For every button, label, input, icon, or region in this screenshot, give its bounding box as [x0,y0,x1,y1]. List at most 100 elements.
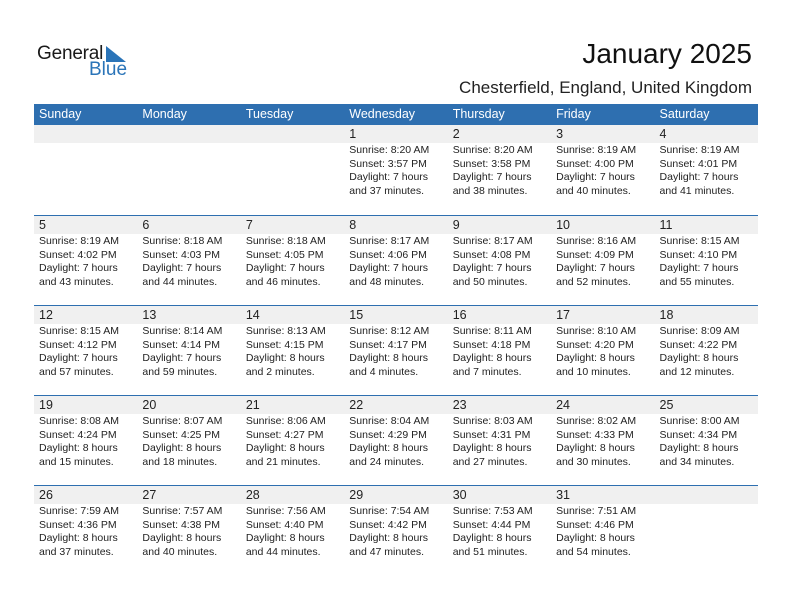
sunset-text: Sunset: 4:44 PM [452,518,531,531]
day-details: Sunrise: 8:03 AM Sunset: 4:31 PM Daylight:… [448,414,551,469]
day-details: Sunrise: 7:56 AM Sunset: 4:40 PM Daylight:… [241,504,344,559]
daylight-text: Daylight: 8 hours [659,352,739,364]
daylight-text: Daylight: 7 hours [39,352,118,364]
day-number: 20 [137,396,241,414]
sunrise-text: Sunrise: 8:20 AM [349,144,430,156]
daylight-text: Daylight: 7 hours [556,171,635,183]
sunrise-text: Sunrise: 8:12 AM [349,325,430,337]
weekday-header: Sunday Monday Tuesday Wednesday Thursday Frid… [34,104,758,125]
minutes-text: and 38 minutes. [452,184,528,197]
minutes-text: and 4 minutes. [349,365,419,378]
day-number: 22 [344,396,448,414]
sunset-text: Sunset: 4:00 PM [556,157,634,170]
day-number: 25 [654,396,758,414]
minutes-text: and 54 minutes. [556,545,631,558]
day-details: Sunrise: 7:57 AM Sunset: 4:38 PM Daylight:… [137,504,240,559]
empty-cell [34,125,138,215]
daylight-text: Daylight: 8 hours [245,442,325,454]
logo: General Blue [37,43,137,83]
day-details: Sunrise: 8:06 AM Sunset: 4:27 PM Daylight:… [241,414,344,469]
sunset-text: Sunset: 4:46 PM [556,518,634,531]
sunset-text: Sunset: 4:15 PM [245,338,324,351]
day-cell: 29 Sunrise: 7:54 AM Sunset: 4:42 PM Dayligh… [344,486,448,575]
sunrise-text: Sunrise: 8:17 AM [452,235,533,247]
sunset-text: Sunset: 4:38 PM [142,518,221,531]
minutes-text: and 2 minutes. [245,365,315,378]
day-number: 13 [137,306,241,324]
day-details: Sunrise: 7:53 AM Sunset: 4:44 PM Daylight:… [448,504,551,559]
weekday-wednesday: Wednesday [349,107,416,121]
sunrise-text: Sunrise: 8:00 AM [659,415,740,427]
day-details: Sunrise: 8:12 AM Sunset: 4:17 PM Daylight:… [344,324,447,379]
week-row: 26 Sunrise: 7:59 AM Sunset: 4:36 PM Dayligh… [34,485,758,575]
sunrise-text: Sunrise: 8:04 AM [349,415,430,427]
sunset-text: Sunset: 4:24 PM [39,428,117,441]
minutes-text: and 24 minutes. [349,455,424,468]
day-number: 9 [447,216,552,234]
day-details: Sunrise: 8:18 AM Sunset: 4:03 PM Daylight:… [137,234,240,289]
minutes-text: and 44 minutes. [245,545,321,558]
day-number: 5 [34,216,138,234]
weekday-friday: Friday [556,107,591,121]
day-cell: 27 Sunrise: 7:57 AM Sunset: 4:38 PM Dayligh… [137,486,241,575]
day-cell: 25 Sunrise: 8:00 AM Sunset: 4:34 PM Dayligh… [654,396,758,485]
day-cell: 6 Sunrise: 8:18 AM Sunset: 4:03 PM Daylight… [137,216,241,305]
sunset-text: Sunset: 4:05 PM [245,248,324,261]
day-cell: 19 Sunrise: 8:08 AM Sunset: 4:24 PM Dayligh… [34,396,138,485]
week-row: 5 Sunrise: 8:19 AM Sunset: 4:02 PM Daylight… [34,215,758,305]
day-details: Sunrise: 7:54 AM Sunset: 4:42 PM Daylight:… [344,504,447,559]
day-number: 3 [551,125,655,143]
day-number: 8 [344,216,448,234]
sunrise-text: Sunrise: 8:19 AM [659,144,740,156]
day-details: Sunrise: 8:00 AM Sunset: 4:34 PM Daylight:… [655,414,758,469]
daylight-text: Daylight: 8 hours [245,352,325,364]
day-number: 16 [447,306,552,324]
minutes-text: and 44 minutes. [142,275,218,288]
day-details: Sunrise: 8:08 AM Sunset: 4:24 PM Daylight:… [34,414,137,469]
day-details: Sunrise: 8:04 AM Sunset: 4:29 PM Daylight:… [344,414,447,469]
minutes-text: and 47 minutes. [349,545,424,558]
day-number: 7 [240,216,345,234]
sunset-text: Sunset: 4:17 PM [349,338,427,351]
sunset-text: Sunset: 4:14 PM [142,338,221,351]
day-number [654,486,758,504]
minutes-text: and 34 minutes. [659,455,735,468]
day-details: Sunrise: 8:15 AM Sunset: 4:10 PM Daylight:… [655,234,758,289]
sunrise-text: Sunrise: 8:16 AM [556,235,637,247]
daylight-text: Daylight: 7 hours [659,262,739,274]
daylight-text: Daylight: 8 hours [556,352,635,364]
week-row: 12 Sunrise: 8:15 AM Sunset: 4:12 PM Dayligh… [34,305,758,395]
sunset-text: Sunset: 4:02 PM [39,248,117,261]
day-cell: 12 Sunrise: 8:15 AM Sunset: 4:12 PM Dayligh… [34,306,138,395]
minutes-text: and 57 minutes. [39,365,114,378]
sunset-text: Sunset: 4:06 PM [349,248,427,261]
day-number: 18 [654,306,758,324]
day-cell: 5 Sunrise: 8:19 AM Sunset: 4:02 PM Daylight… [34,216,138,305]
minutes-text: and 43 minutes. [39,275,114,288]
page-title: January 2025 [582,38,752,69]
day-cell: 24 Sunrise: 8:02 AM Sunset: 4:33 PM Dayligh… [551,396,655,485]
minutes-text: and 52 minutes. [556,275,631,288]
sunrise-text: Sunrise: 8:08 AM [39,415,119,427]
day-details: Sunrise: 8:02 AM Sunset: 4:33 PM Daylight:… [551,414,654,469]
daylight-text: Daylight: 8 hours [452,352,532,364]
daylight-text: Daylight: 8 hours [245,532,325,544]
day-number: 29 [344,486,448,504]
day-details: Sunrise: 7:59 AM Sunset: 4:36 PM Daylight:… [34,504,137,559]
day-number: 2 [447,125,552,143]
day-details: Sunrise: 8:19 AM Sunset: 4:01 PM Daylight:… [655,143,758,198]
day-cell: 13 Sunrise: 8:14 AM Sunset: 4:14 PM Dayligh… [137,306,241,395]
minutes-text: and 12 minutes. [659,365,735,378]
daylight-text: Daylight: 8 hours [349,442,429,454]
minutes-text: and 27 minutes. [452,455,528,468]
sunset-text: Sunset: 4:36 PM [39,518,117,531]
day-cell: 28 Sunrise: 7:56 AM Sunset: 4:40 PM Dayligh… [240,486,345,575]
day-cell: 7 Sunrise: 8:18 AM Sunset: 4:05 PM Daylight… [240,216,345,305]
day-number: 4 [654,125,758,143]
day-cell: 31 Sunrise: 7:51 AM Sunset: 4:46 PM Dayligh… [551,486,655,575]
day-number: 27 [137,486,241,504]
day-details: Sunrise: 8:20 AM Sunset: 3:58 PM Daylight:… [448,143,551,198]
day-number: 31 [551,486,655,504]
day-cell: 8 Sunrise: 8:17 AM Sunset: 4:06 PM Daylight… [344,216,448,305]
sunrise-text: Sunrise: 8:06 AM [245,415,326,427]
